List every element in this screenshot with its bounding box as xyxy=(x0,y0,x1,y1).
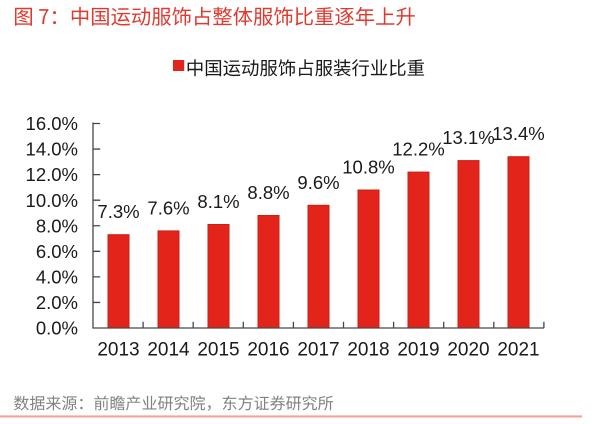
svg-text:14.0%: 14.0% xyxy=(26,139,78,160)
svg-text:2014: 2014 xyxy=(147,340,190,361)
svg-text:12.0%: 12.0% xyxy=(26,164,78,185)
svg-text:2019: 2019 xyxy=(397,340,439,361)
svg-text:8.1%: 8.1% xyxy=(197,191,239,212)
svg-text:13.1%: 13.1% xyxy=(442,127,494,148)
svg-text:8.8%: 8.8% xyxy=(247,182,289,203)
svg-text:10.0%: 10.0% xyxy=(26,190,78,211)
svg-text:6.0%: 6.0% xyxy=(36,241,78,262)
svg-text:9.6%: 9.6% xyxy=(297,172,339,193)
svg-text:4.0%: 4.0% xyxy=(36,267,78,288)
svg-text:13.4%: 13.4% xyxy=(492,123,544,144)
svg-text:2020: 2020 xyxy=(447,340,489,361)
svg-text:2018: 2018 xyxy=(347,340,389,361)
svg-text:12.2%: 12.2% xyxy=(392,139,444,160)
svg-text:7.3%: 7.3% xyxy=(97,201,139,222)
svg-text:2.0%: 2.0% xyxy=(36,292,78,313)
svg-text:10.8%: 10.8% xyxy=(342,157,394,178)
svg-text:2013: 2013 xyxy=(97,340,139,361)
svg-text:2017: 2017 xyxy=(297,340,339,361)
svg-text:2021: 2021 xyxy=(497,340,539,361)
svg-text:16.0%: 16.0% xyxy=(26,113,78,134)
svg-text:7.6%: 7.6% xyxy=(147,197,189,218)
svg-text:0.0%: 0.0% xyxy=(36,318,78,339)
svg-text:2015: 2015 xyxy=(197,340,239,361)
svg-text:8.0%: 8.0% xyxy=(36,215,78,236)
svg-text:2016: 2016 xyxy=(247,340,289,361)
